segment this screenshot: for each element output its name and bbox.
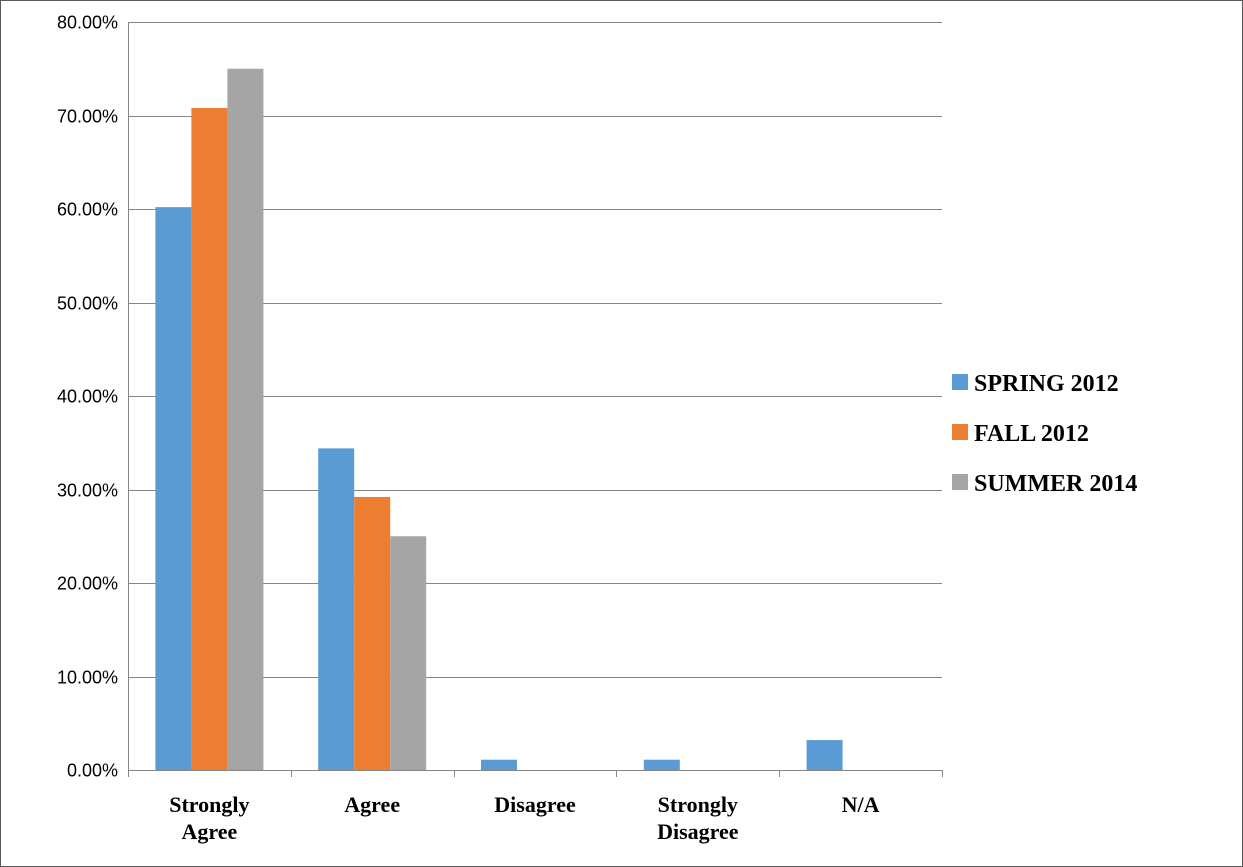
x-tick-label-line: Agree	[344, 792, 400, 817]
legend-label: SPRING 2012	[974, 371, 1119, 397]
legend-swatch	[952, 424, 968, 440]
bar	[191, 108, 227, 770]
legend: SPRING 2012 FALL 2012 SUMMER 2014	[952, 371, 1137, 497]
legend-swatch	[952, 474, 968, 490]
y-tick-label: 50.00%	[57, 294, 118, 314]
bar	[155, 207, 191, 770]
bar	[644, 760, 680, 770]
x-tick-label: Agree	[344, 792, 400, 817]
y-tick-label: 10.00%	[57, 668, 118, 688]
bar	[227, 69, 263, 770]
bar	[390, 536, 426, 770]
y-tick-label: 20.00%	[57, 574, 118, 594]
x-tick-label: Disagree	[494, 792, 576, 817]
y-tick-label: 70.00%	[57, 107, 118, 127]
x-tick-label-line: Disagree	[494, 792, 576, 817]
x-tick-label: Strongly Agree	[169, 792, 249, 844]
legend-swatch	[952, 374, 968, 390]
y-axis-tick-labels: 0.00% 10.00% 20.00% 30.00% 40.00% 50.00% 60.00…	[57, 13, 118, 781]
x-tick-label: Strongly Disagree	[657, 792, 739, 844]
y-tick-label: 30.00%	[57, 481, 118, 501]
bar	[318, 448, 354, 770]
x-tick-label: N/A	[842, 792, 880, 817]
legend-label: FALL 2012	[974, 421, 1089, 447]
bar	[481, 760, 517, 770]
y-tick-label: 80.00%	[57, 13, 118, 33]
x-tick-label-line: Strongly	[169, 792, 249, 817]
legend-label: SUMMER 2014	[974, 471, 1137, 497]
bar	[807, 740, 843, 770]
bars	[155, 69, 842, 770]
y-tick-label: 60.00%	[57, 200, 118, 220]
x-tick-label-line: N/A	[842, 792, 880, 817]
x-tick-label-line: Agree	[182, 819, 238, 844]
x-tick-label-line: Strongly	[658, 792, 738, 817]
bar	[354, 497, 390, 770]
y-tick-label: 40.00%	[57, 387, 118, 407]
y-tick-label: 0.00%	[67, 761, 118, 781]
x-tick-label-line: Disagree	[657, 819, 739, 844]
